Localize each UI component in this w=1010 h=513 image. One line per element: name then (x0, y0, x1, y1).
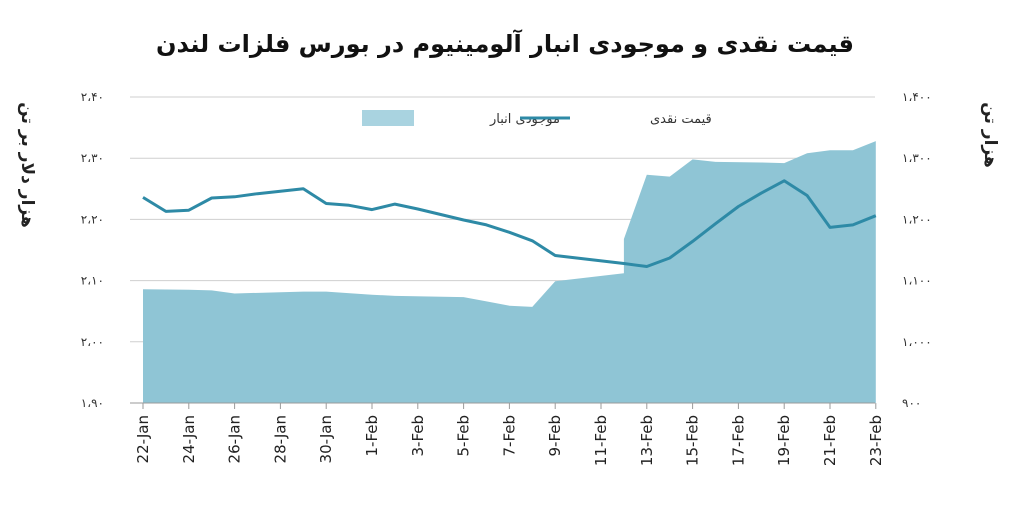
x-tick-label: 24-Jan (180, 415, 198, 463)
y-axis-right-label: هزار تن (980, 102, 1000, 168)
chart-title: قیمت نقدی و موجودی انبار آلومینیوم در بو… (156, 30, 854, 58)
legend-label-price: قیمت نقدی (650, 112, 712, 127)
price-line (142, 179, 877, 268)
y-right-tick-label: ۱،۲۰۰ (902, 212, 932, 226)
y-left-tick-label: ۲،۰۰ (81, 335, 104, 349)
y-axis-left-label: هزار دلار بر تن (17, 102, 37, 228)
y-right-tick-label: ۱،۱۰۰ (902, 274, 932, 288)
inventory-area (143, 141, 876, 403)
y-right-tick-label: ۱،۰۰۰ (902, 335, 932, 349)
x-tick-label: 22-Jan (134, 415, 152, 463)
x-tick-label: 21-Feb (821, 415, 839, 466)
y-right-tick-label: ۹۰۰ (902, 396, 921, 410)
inventory-area-series (143, 141, 876, 403)
legend-swatch-inventory (362, 110, 414, 126)
price-line-series (142, 179, 877, 268)
x-tick-label: 3-Feb (409, 415, 427, 457)
x-tick-label: 17-Feb (729, 415, 747, 466)
x-tick-label: 13-Feb (638, 415, 656, 466)
x-tick-label: 9-Feb (546, 415, 564, 457)
x-tick-label: 15-Feb (684, 415, 702, 466)
y-left-tick-label: ۲،۴۰ (81, 90, 104, 104)
x-tick-label: 28-Jan (271, 415, 289, 463)
x-tick-label: 1-Feb (363, 415, 381, 457)
y-left-tick-label: ۲،۱۰ (81, 274, 104, 288)
y-right-tick-label: ۱،۴۰۰ (902, 90, 932, 104)
x-tick-label: 19-Feb (775, 415, 793, 466)
x-tick-label: 11-Feb (592, 415, 610, 466)
svg-text:هزار دلار بر تن: هزار دلار بر تن (17, 102, 37, 228)
legend: موجودی انبار قیمت نقدی (362, 110, 712, 127)
x-tick-label: 7-Feb (500, 415, 518, 457)
y-left-tick-label: ۲،۲۰ (81, 212, 104, 226)
y-right-tick-label: ۱،۳۰۰ (902, 151, 932, 165)
y-left-tick-label: ۲،۳۰ (81, 151, 104, 165)
x-tick-label: 30-Jan (317, 415, 335, 463)
y-left-tick-label: ۱،۹۰ (81, 396, 104, 410)
x-tick-label: 26-Jan (226, 415, 244, 463)
x-tick-label: 5-Feb (455, 415, 473, 457)
axes: ۲،۴۰ ۲،۳۰ ۲،۲۰ ۲،۱۰ ۲،۰۰ ۱،۹۰ ۱،۴۰۰ ۱،۳۰۰ ۱،۲۰۰ ۱… (81, 90, 932, 466)
svg-text:هزار تن: هزار تن (980, 102, 1000, 168)
x-tick-label: 23-Feb (867, 415, 885, 466)
